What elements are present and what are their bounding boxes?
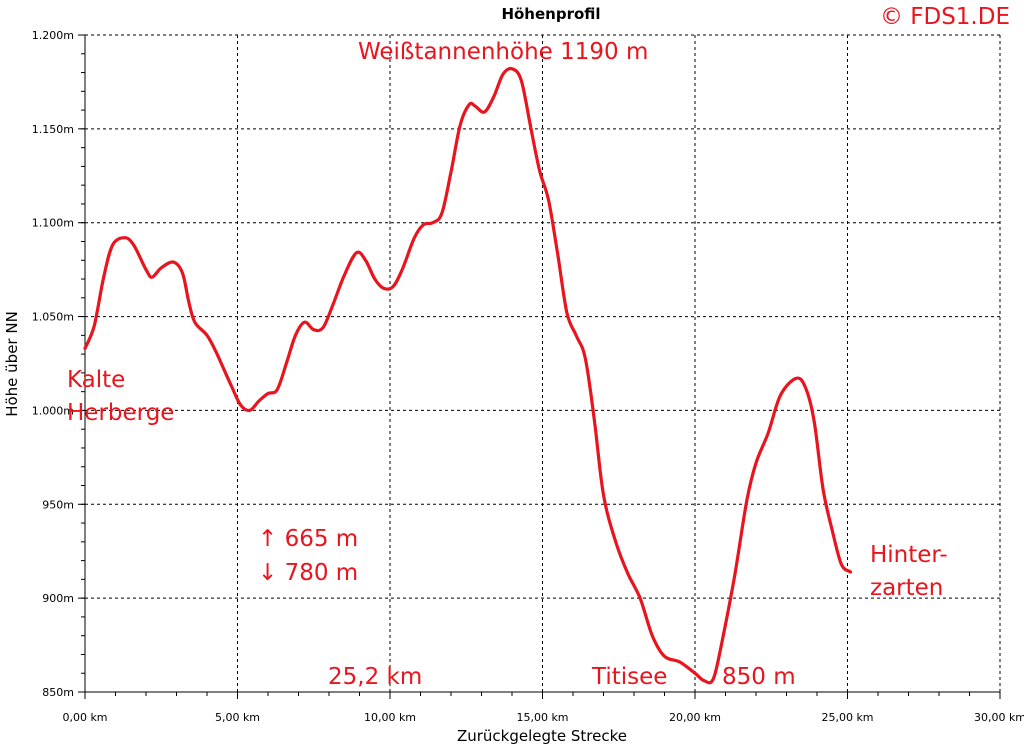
chart-title: Höhenprofil [501,5,600,23]
y-tick-label: 1.000m [32,404,74,417]
annotation-end-line1: Hinter- [870,542,948,568]
annotation-titisee: Titisee [591,664,667,690]
annotation-end-line2: zarten [870,575,943,601]
x-tick-label: 10,00 km [364,711,416,724]
annotation-lowpoint: 850 m [722,664,796,690]
copyright-label: © FDS1.DE [880,4,1010,30]
axis-ticks [78,34,1001,699]
annotation-start-line1: Kalte [67,367,125,393]
y-tick-label: 1.100m [32,217,74,230]
y-tick-label: 1.200m [32,29,74,42]
elevation-series-line [83,66,853,685]
x-tick-label: 0,00 km [62,711,107,724]
annotation-start-line2: Herberge [67,400,174,426]
tick-labels: 0,00 km 5,00 km 10,00 km 15,00 km 20,00 km 25… [32,29,1024,724]
annotation-distance: 25,2 km [328,664,422,690]
annotation-ascent: ↑ 665 m [258,526,358,552]
y-tick-label: 900m [42,592,74,605]
x-tick-label: 15,00 km [516,711,568,724]
annotation-descent: ↓ 780 m [258,560,358,586]
annotation-summit: Weißtannenhöhe 1190 m [358,39,648,65]
y-tick-label: 1.050m [32,311,74,324]
x-tick-label: 20,00 km [669,711,721,724]
y-tick-label: 1.150m [32,123,74,136]
x-tick-label: 30,00 km [974,711,1024,724]
x-axis-title: Zurückgelegte Strecke [457,727,627,745]
x-tick-label: 5,00 km [215,711,260,724]
y-tick-label: 950m [42,498,74,511]
y-axis-title: Höhe über NN [3,311,21,417]
x-tick-label: 25,00 km [821,711,873,724]
y-tick-label: 850m [42,686,74,699]
